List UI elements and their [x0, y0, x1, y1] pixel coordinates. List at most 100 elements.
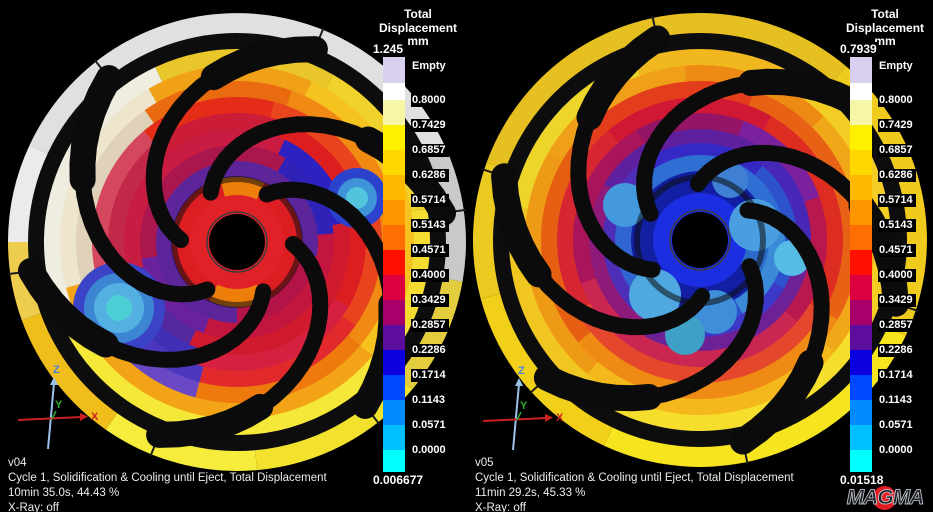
- colorbar-cell: [850, 275, 872, 300]
- svg-text:X: X: [556, 412, 564, 424]
- colorbar-cell: [383, 225, 405, 250]
- legend-tick: 0.4571: [411, 244, 449, 257]
- impeller-rendering[interactable]: Z X Y: [0, 0, 466, 515]
- legend-title: Total Displacement: [370, 0, 466, 35]
- colorbar-cell: [383, 375, 405, 400]
- svg-text:X: X: [91, 411, 99, 423]
- colorbar-cell: [850, 200, 872, 225]
- legend-tick: 0.5714: [411, 194, 449, 207]
- colorbar-cell: [383, 200, 405, 225]
- colorbar-cell: [850, 375, 872, 400]
- version-label: v05: [475, 457, 494, 469]
- legend-right: Total Displacement mm 0.7939 Empty 0.8000…: [837, 0, 933, 515]
- legend-unit: mm: [874, 34, 896, 48]
- colorbar-cell: [850, 325, 872, 350]
- colorbar-cell: [850, 450, 872, 472]
- colorbar-cell: [383, 350, 405, 375]
- colorbar-cell: [383, 125, 405, 150]
- colorbar: [383, 57, 405, 472]
- result-caption-block-left: v04 Cycle 1, Solidification & Cooling un…: [8, 456, 327, 515]
- colorbar-cell: [383, 150, 405, 175]
- xray-status: X-Ray: off: [8, 502, 59, 514]
- colorbar-cell: [383, 300, 405, 325]
- svg-text:Z: Z: [518, 365, 525, 377]
- logo-red-dot: [872, 486, 897, 510]
- colorbar-cell: [383, 175, 405, 200]
- legend-tick: 0.2857: [878, 319, 916, 332]
- legend-left: Total Displacement mm 1.245 Empty 0.8000 0…: [370, 0, 466, 515]
- logo-text-left: MA: [846, 486, 878, 510]
- legend-min-value: 0.006677: [372, 473, 425, 487]
- colorbar-cell: [850, 83, 872, 100]
- legend-tick: 0.6857: [878, 144, 916, 157]
- result-caption-block-right: v05 Cycle 1, Solidification & Cooling un…: [475, 456, 794, 515]
- legend-title-line1: Total: [871, 7, 899, 21]
- coordinate-axes: Z X Y: [482, 365, 564, 451]
- xray-status: X-Ray: off: [475, 502, 526, 514]
- colorbar-cell: [850, 400, 872, 425]
- colorbar: [850, 57, 872, 472]
- legend-title-line2: Displacement: [378, 21, 458, 35]
- legend-tick: 0.1143: [878, 394, 916, 407]
- colorbar-cell: [850, 225, 872, 250]
- legend-tick: 0.4000: [878, 269, 916, 282]
- legend-tick: 0.6857: [411, 144, 449, 157]
- colorbar-cell: [850, 57, 872, 83]
- legend-tick: Empty: [878, 60, 916, 73]
- legend-tick: 0.2286: [411, 344, 449, 357]
- legend-tick: 0.4571: [878, 244, 916, 257]
- logo-text-g: G: [877, 486, 894, 510]
- colorbar-cell: [850, 350, 872, 375]
- colorbar-cell: [383, 250, 405, 275]
- legend-title-line2: Displacement: [845, 21, 925, 35]
- legend-tick: 0.8000: [878, 94, 916, 107]
- colorbar-cell: [383, 400, 405, 425]
- legend-tick: 0.1143: [411, 394, 449, 407]
- legend-tick: Empty: [411, 60, 449, 73]
- colorbar-cell: [383, 83, 405, 100]
- colorbar-cell: [850, 425, 872, 450]
- legend-tick: 0.6286: [878, 169, 916, 182]
- legend-tick: 0.0000: [878, 444, 916, 457]
- viewport-left[interactable]: Z X Y Total Displacement mm 1.245 Empty 0.8…: [0, 0, 466, 515]
- magma-logo: MA G MA: [840, 485, 930, 511]
- legend-tick: 0.3429: [411, 294, 449, 307]
- result-caption: Cycle 1, Solidification & Cooling until …: [8, 472, 327, 484]
- time-progress: 11min 29.2s, 45.33 %: [475, 487, 586, 499]
- window-bottom-border: [0, 512, 933, 515]
- legend-tick: 0.5714: [878, 194, 916, 207]
- legend-title: Total Displacement: [837, 0, 933, 35]
- time-progress: 10min 35.0s, 44.43 %: [8, 487, 120, 499]
- colorbar-cell: [850, 175, 872, 200]
- legend-max-value: 0.7939: [839, 42, 878, 56]
- legend-tick: 0.7429: [411, 119, 449, 132]
- legend-tick: 0.3429: [878, 294, 916, 307]
- result-caption: Cycle 1, Solidification & Cooling until …: [475, 472, 794, 484]
- legend-min-value: 0.01518: [839, 473, 885, 487]
- legend-tick: 0.4000: [411, 269, 449, 282]
- coordinate-axes: Z X Y: [17, 364, 99, 450]
- colorbar-cell: [850, 125, 872, 150]
- viewport-right[interactable]: Z X Y Total Displacement mm 0.7939 Empty 0.…: [467, 0, 933, 515]
- legend-tick: 0.6286: [411, 169, 449, 182]
- legend-tick: 0.2857: [411, 319, 449, 332]
- svg-text:Y: Y: [55, 399, 63, 411]
- svg-text:Z: Z: [53, 364, 60, 376]
- legend-tick: 0.7429: [878, 119, 916, 132]
- colorbar-cell: [383, 275, 405, 300]
- legend-tick: 0.5143: [411, 219, 449, 232]
- colorbar-cell: [383, 325, 405, 350]
- logo-text-right: MA: [892, 486, 924, 510]
- legend-tick: 0.0571: [878, 419, 916, 432]
- impeller-blades: [491, 25, 909, 455]
- legend-tick: 0.0000: [411, 444, 449, 457]
- colorbar-cell: [383, 100, 405, 125]
- legend-title-line1: Total: [404, 7, 432, 21]
- legend-tick: 0.8000: [411, 94, 449, 107]
- svg-text:Y: Y: [520, 400, 528, 412]
- colorbar-cell: [383, 57, 405, 83]
- legend-tick: 0.1714: [411, 369, 449, 382]
- colorbar-cell: [850, 300, 872, 325]
- legend-max-value: 1.245: [372, 42, 405, 56]
